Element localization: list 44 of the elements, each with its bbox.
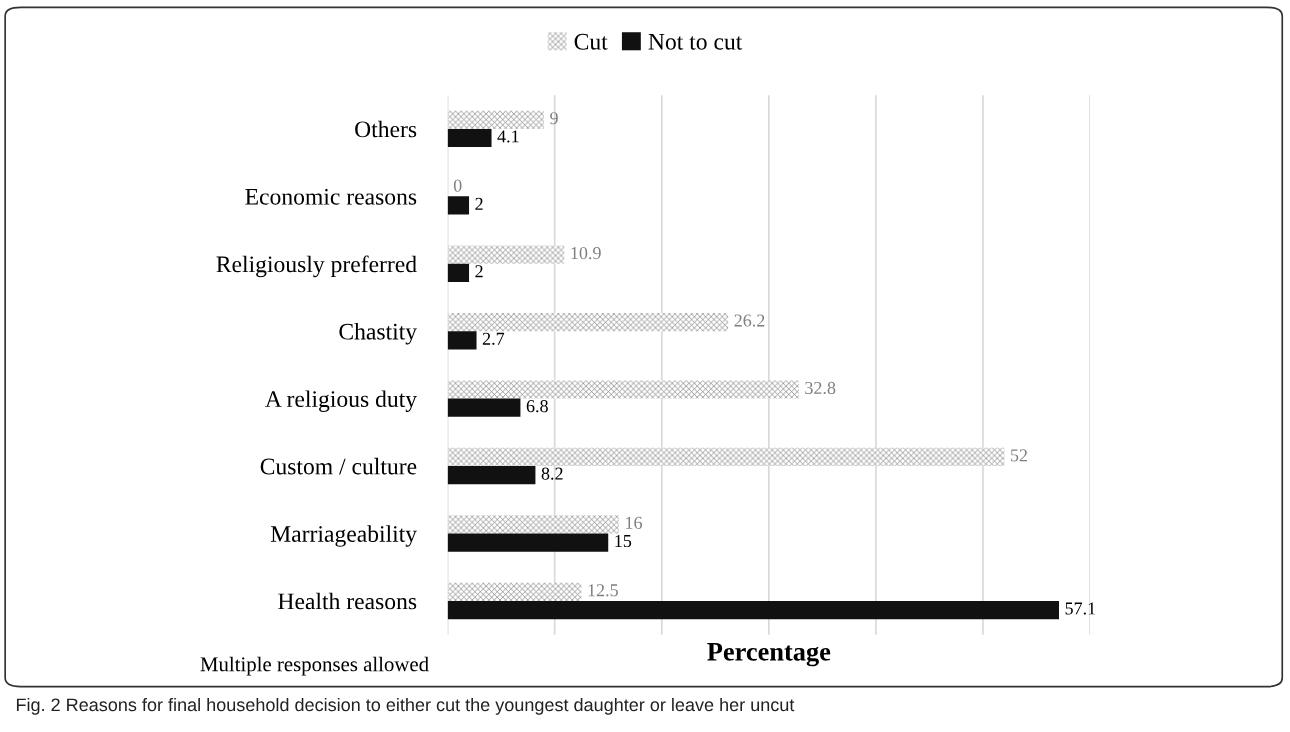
y-tick-label: Health reasons xyxy=(278,592,417,610)
caption: Fig. 2 Reasons for final household decision to either cut the youngest daughter or leave her uncut xyxy=(16,697,795,715)
bar xyxy=(447,110,544,129)
bar xyxy=(447,582,582,601)
data-label: 0 xyxy=(453,179,462,192)
data-label: 4.1 xyxy=(497,130,519,143)
bar xyxy=(447,600,1059,620)
text: Multiple responses allowed xyxy=(200,656,429,676)
bar xyxy=(447,466,536,485)
data-label: 2.7 xyxy=(482,332,505,345)
data-label: 15 xyxy=(615,535,632,548)
data-label: 2 xyxy=(475,197,483,210)
bar xyxy=(447,196,470,215)
data-label: 52 xyxy=(1011,449,1028,462)
bar xyxy=(447,515,619,534)
y-tick-label: Custom / culture xyxy=(260,457,417,475)
data-label: 9 xyxy=(550,112,558,125)
data-label: 32.8 xyxy=(805,381,836,395)
y-tick-label: Others xyxy=(355,120,417,138)
data-label: 57.1 xyxy=(1065,602,1096,615)
bar xyxy=(447,447,1005,467)
y-tick-label: Chastity xyxy=(339,322,417,345)
data-label: 6.8 xyxy=(526,400,548,413)
bar xyxy=(447,398,521,417)
data-label: 2 xyxy=(475,265,483,278)
data-label: 12.5 xyxy=(588,584,618,597)
legend-label: Not to cut xyxy=(648,34,743,50)
data-label: 10.9 xyxy=(571,246,601,260)
y-tick-label: Religiously preferred xyxy=(216,255,417,278)
bar xyxy=(447,331,477,350)
x-axis-title: Percentage xyxy=(707,643,831,667)
data-label: 26.2 xyxy=(734,314,765,327)
bar xyxy=(447,312,729,332)
legend-label: Cut xyxy=(574,33,608,50)
y-tick-label: Economic reasons xyxy=(245,188,417,205)
data-label: 16 xyxy=(626,516,643,529)
y-tick-label: Marriageability xyxy=(270,525,417,547)
bar xyxy=(447,263,470,282)
data-label: 8.2 xyxy=(541,467,563,480)
y-tick-label: A religious duty xyxy=(265,390,417,412)
bar xyxy=(447,380,799,399)
bar xyxy=(447,533,609,552)
bar xyxy=(447,128,492,148)
bar xyxy=(447,245,565,264)
